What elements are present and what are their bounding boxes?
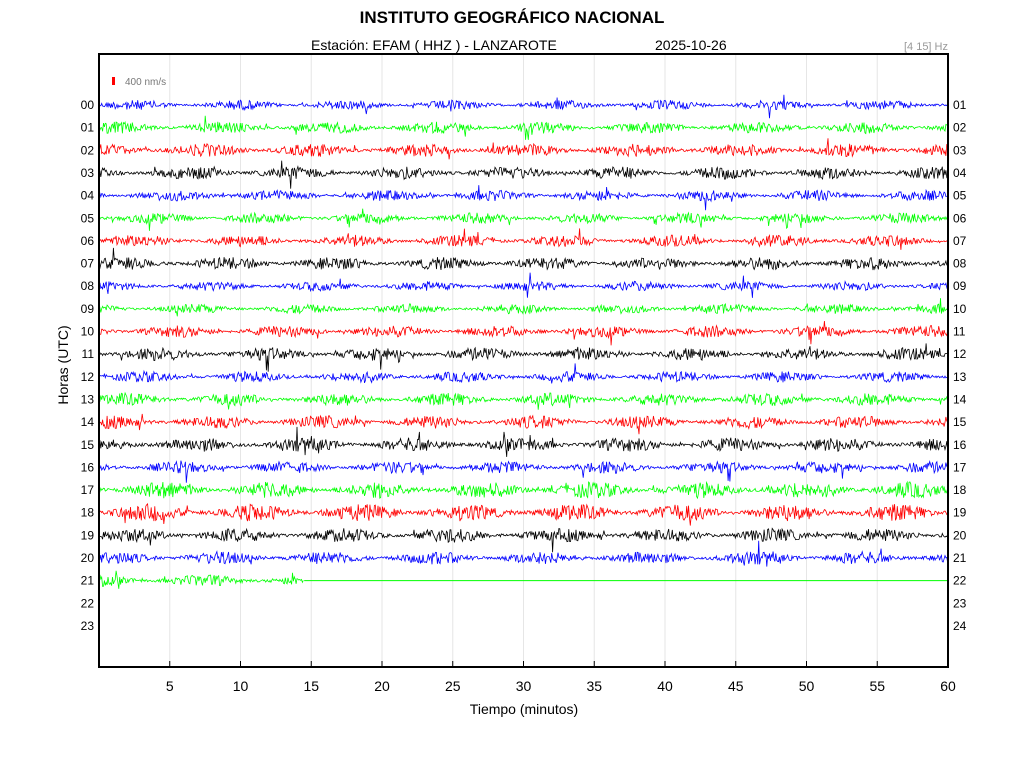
trace-hour-17 bbox=[98, 480, 948, 500]
y-tick-left: 03 bbox=[81, 166, 95, 180]
x-tick-label: 15 bbox=[303, 678, 319, 694]
y-tick-left: 06 bbox=[81, 234, 95, 248]
x-axis-label: Tiempo (minutos) bbox=[470, 701, 578, 717]
y-tick-left: 20 bbox=[81, 551, 95, 565]
x-tick-label: 45 bbox=[728, 678, 744, 694]
trace-hour-03 bbox=[98, 160, 949, 189]
x-tick-label: 5 bbox=[166, 678, 174, 694]
trace-hour-15 bbox=[98, 426, 949, 457]
trace-hour-11 bbox=[98, 343, 948, 372]
y-tick-left: 19 bbox=[81, 528, 95, 542]
y-tick-right: 04 bbox=[953, 166, 967, 180]
x-tick-label: 55 bbox=[869, 678, 885, 694]
trace-hour-05 bbox=[98, 208, 949, 231]
y-tick-right: 19 bbox=[953, 506, 967, 520]
y-tick-right: 24 bbox=[953, 619, 967, 633]
x-tick-label: 35 bbox=[586, 678, 602, 694]
y-tick-right: 01 bbox=[953, 98, 967, 112]
y-tick-right: 16 bbox=[953, 438, 967, 452]
trace-hour-09 bbox=[98, 298, 949, 317]
y-tick-left: 02 bbox=[81, 143, 95, 157]
trace-hour-08 bbox=[98, 272, 949, 298]
y-tick-left: 04 bbox=[81, 189, 95, 203]
trace-hour-16 bbox=[98, 460, 949, 483]
y-tick-left: 15 bbox=[81, 438, 95, 452]
x-tick-label: 30 bbox=[516, 678, 532, 694]
frequency-band: [4 15] Hz bbox=[903, 41, 948, 53]
y-tick-right: 05 bbox=[953, 189, 967, 203]
scale-label: 400 nm/s bbox=[125, 77, 166, 88]
y-tick-left: 23 bbox=[81, 619, 95, 633]
y-tick-right: 15 bbox=[953, 415, 967, 429]
y-tick-right: 20 bbox=[953, 528, 967, 542]
trace-hour-12 bbox=[98, 363, 948, 384]
y-tick-left: 00 bbox=[81, 98, 95, 112]
x-tick-label: 20 bbox=[374, 678, 390, 694]
y-tick-right: 13 bbox=[953, 370, 967, 384]
y-tick-left: 16 bbox=[81, 460, 95, 474]
trace-hour-04 bbox=[98, 185, 948, 211]
y-tick-left: 21 bbox=[81, 574, 95, 588]
y-tick-left: 11 bbox=[82, 347, 95, 361]
y-tick-right: 22 bbox=[953, 574, 967, 588]
y-tick-right: 08 bbox=[953, 257, 967, 271]
y-tick-right: 07 bbox=[953, 234, 967, 248]
y-tick-right: 11 bbox=[953, 325, 966, 339]
x-tick-label: 40 bbox=[657, 678, 673, 694]
y-tick-left: 18 bbox=[81, 506, 95, 520]
x-tick-label: 60 bbox=[940, 678, 956, 694]
y-tick-right: 09 bbox=[953, 279, 967, 293]
y-tick-left: 12 bbox=[81, 370, 95, 384]
y-tick-right: 06 bbox=[953, 211, 967, 225]
x-tick-label: 10 bbox=[233, 678, 249, 694]
y-tick-right: 18 bbox=[953, 483, 967, 497]
trace-hour-19 bbox=[98, 527, 949, 553]
trace-hour-02 bbox=[98, 138, 949, 160]
y-tick-left: 01 bbox=[81, 121, 95, 135]
y-tick-left: 07 bbox=[81, 257, 95, 271]
y-tick-right: 21 bbox=[953, 551, 967, 565]
y-tick-left: 17 bbox=[81, 483, 95, 497]
y-tick-right: 17 bbox=[953, 460, 967, 474]
y-tick-right: 03 bbox=[953, 143, 967, 157]
station-label: Estación: EFAM ( HHZ ) - LANZAROTE bbox=[311, 37, 557, 53]
trace-hour-21 bbox=[98, 570, 304, 589]
y-tick-right: 14 bbox=[953, 392, 967, 406]
chart-date: 2025-10-26 bbox=[655, 37, 727, 53]
trace-hour-06 bbox=[98, 228, 948, 250]
y-tick-left: 08 bbox=[81, 279, 95, 293]
y-tick-right: 23 bbox=[953, 596, 967, 610]
trace-hour-07 bbox=[98, 247, 948, 271]
y-axis-label: Horas (UTC) bbox=[55, 325, 71, 404]
x-tick-label: 25 bbox=[445, 678, 461, 694]
trace-hour-13 bbox=[98, 391, 948, 410]
y-tick-left: 14 bbox=[81, 415, 95, 429]
trace-hour-14 bbox=[98, 413, 948, 435]
y-tick-left: 22 bbox=[81, 596, 95, 610]
trace-hour-18 bbox=[98, 503, 949, 526]
trace-hour-01 bbox=[98, 115, 948, 140]
y-tick-left: 05 bbox=[81, 211, 95, 225]
y-tick-left: 10 bbox=[81, 325, 95, 339]
chart-title: INSTITUTO GEOGRÁFICO NACIONAL bbox=[359, 8, 665, 27]
scale-bar bbox=[112, 77, 115, 85]
x-tick-label: 50 bbox=[799, 678, 815, 694]
trace-hour-10 bbox=[98, 320, 949, 346]
y-tick-right: 12 bbox=[953, 347, 967, 361]
y-tick-left: 09 bbox=[81, 302, 95, 316]
y-tick-right: 02 bbox=[953, 121, 967, 135]
y-tick-left: 13 bbox=[81, 392, 95, 406]
trace-hour-20 bbox=[98, 540, 949, 567]
trace-hour-00 bbox=[98, 94, 948, 119]
y-tick-right: 10 bbox=[953, 302, 967, 316]
